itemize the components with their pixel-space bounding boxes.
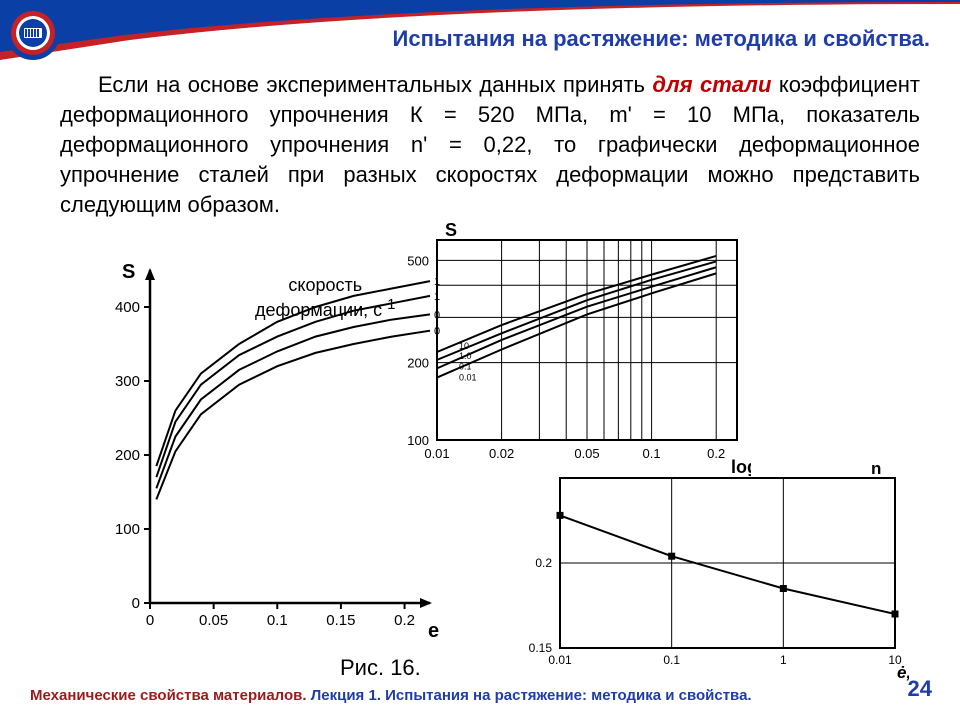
page-title: Испытания на растяжение: методика и свой… [393, 26, 930, 52]
svg-text:0.2: 0.2 [394, 612, 415, 629]
university-logo-icon: ИННОВАЦИОННАЯ ОБРАЗОВАТЕЛЬНАЯ ПРОГРАММА [4, 4, 114, 62]
svg-text:0.01: 0.01 [459, 373, 477, 383]
svg-text:0.1: 0.1 [459, 361, 472, 371]
footer-course: Механические свойства материалов. [30, 687, 307, 704]
footer-lecture: Лекция 1. Испытания на растяжение: метод… [311, 687, 752, 704]
chart3: 0.010.11100.150.2nė, c⁻¹ [514, 460, 909, 682]
svg-text:0.15: 0.15 [529, 641, 553, 655]
svg-text:ИННОВАЦИОННАЯ: ИННОВАЦИОННАЯ [58, 14, 114, 20]
svg-text:S: S [122, 261, 135, 283]
para-steel: для стали [652, 72, 771, 97]
svg-text:e: e [428, 620, 439, 641]
svg-text:200: 200 [407, 356, 429, 371]
svg-text:0.15: 0.15 [326, 612, 355, 629]
svg-text:n: n [871, 460, 881, 478]
svg-text:400: 400 [115, 299, 140, 316]
svg-text:ПРОГРАММА: ПРОГРАММА [67, 28, 106, 34]
body-paragraph: Если на основе экспериментальных данных … [60, 70, 920, 220]
svg-text:S: S [445, 222, 457, 240]
svg-text:500: 500 [407, 253, 429, 268]
svg-text:0.01: 0.01 [548, 653, 572, 667]
svg-text:0.2: 0.2 [707, 446, 725, 461]
svg-text:1: 1 [780, 653, 787, 667]
svg-text:0.1: 0.1 [643, 446, 661, 461]
svg-text:0.1: 0.1 [267, 612, 288, 629]
svg-text:0: 0 [146, 612, 154, 629]
svg-text:0: 0 [132, 595, 140, 612]
para-pre: Если на основе экспериментальных данных … [98, 72, 652, 97]
svg-text:10: 10 [459, 341, 469, 351]
svg-text:100: 100 [115, 521, 140, 538]
chart2: 1002005000.010.020.050.10.2101.00.10.01S… [391, 222, 751, 476]
svg-text:0.2: 0.2 [535, 556, 552, 570]
svg-text:0.01: 0.01 [424, 446, 449, 461]
svg-text:1.0: 1.0 [459, 351, 472, 361]
svg-text:0.1: 0.1 [663, 653, 680, 667]
svg-text:0.02: 0.02 [489, 446, 514, 461]
svg-text:300: 300 [115, 373, 140, 390]
chart1: 010020030040000.050.10.150.2101.00.10.01… [102, 260, 440, 641]
svg-text:0.05: 0.05 [574, 446, 599, 461]
svg-text:200: 200 [115, 447, 140, 464]
figure-caption: Рис. 16. [340, 655, 421, 681]
page-number: 24 [908, 676, 932, 702]
svg-text:ОБРАЗОВАТЕЛЬНАЯ: ОБРАЗОВАТЕЛЬНАЯ [55, 21, 114, 27]
svg-text:0.05: 0.05 [199, 612, 228, 629]
footer-text: Механические свойства материалов. Лекция… [30, 687, 752, 704]
